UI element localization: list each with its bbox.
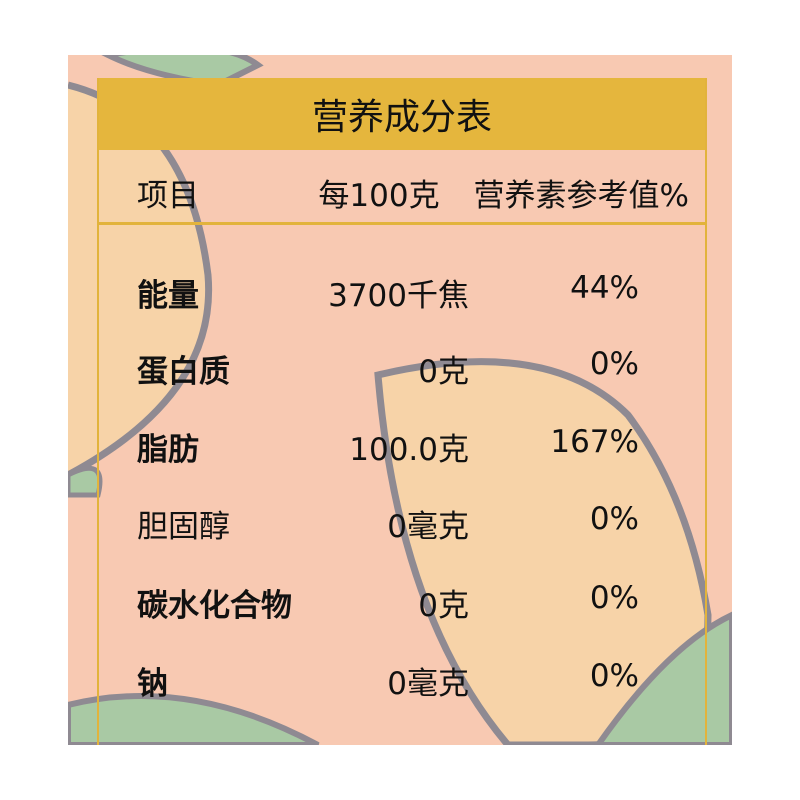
table-row: 能量 3700千焦 44% [99,258,705,318]
nutrient-name: 胆固醇 [137,509,230,545]
nutrient-amount: 3700千焦 [328,278,469,314]
nutrient-amount: 0毫克 [387,509,469,545]
table-header-row: 项目 每100克 营养素参考值% [99,158,705,225]
nutrient-amount: 0毫克 [387,666,469,702]
nutrient-nrv: 0% [589,580,639,616]
header-per100g: 每100克 [318,178,440,214]
nutrient-amount: 0克 [418,354,469,390]
header-item: 项目 [137,178,199,214]
table-row: 碳水化合物 0克 0% [99,568,705,628]
table-row: 钠 0毫克 0% [99,646,705,706]
nutrient-amount: 100.0克 [349,432,469,468]
lemon-illustration [68,55,732,745]
nutrient-name: 脂肪 [137,432,199,468]
nutrient-nrv: 44% [570,270,639,306]
nutrient-nrv: 0% [589,658,639,694]
table-row: 胆固醇 0毫克 0% [99,489,705,549]
table-title: 营养成分表 [99,78,705,150]
nutrient-nrv: 0% [589,346,639,382]
header-nrv: 营养素参考值% [473,178,689,214]
nutrient-name: 碳水化合物 [137,588,292,624]
nutrition-table: 营养成分表 项目 每100克 营养素参考值% 能量 3700千焦 44% 蛋白质… [97,78,707,745]
nutrient-nrv: 167% [550,424,639,460]
nutrient-nrv: 0% [589,501,639,537]
nutrition-panel: 营养成分表 项目 每100克 营养素参考值% 能量 3700千焦 44% 蛋白质… [68,55,732,745]
nutrient-amount: 0克 [418,588,469,624]
nutrient-name: 蛋白质 [137,354,230,390]
nutrient-name: 钠 [137,666,168,702]
table-row: 蛋白质 0克 0% [99,334,705,394]
table-row: 脂肪 100.0克 167% [99,412,705,472]
nutrient-name: 能量 [137,278,199,314]
